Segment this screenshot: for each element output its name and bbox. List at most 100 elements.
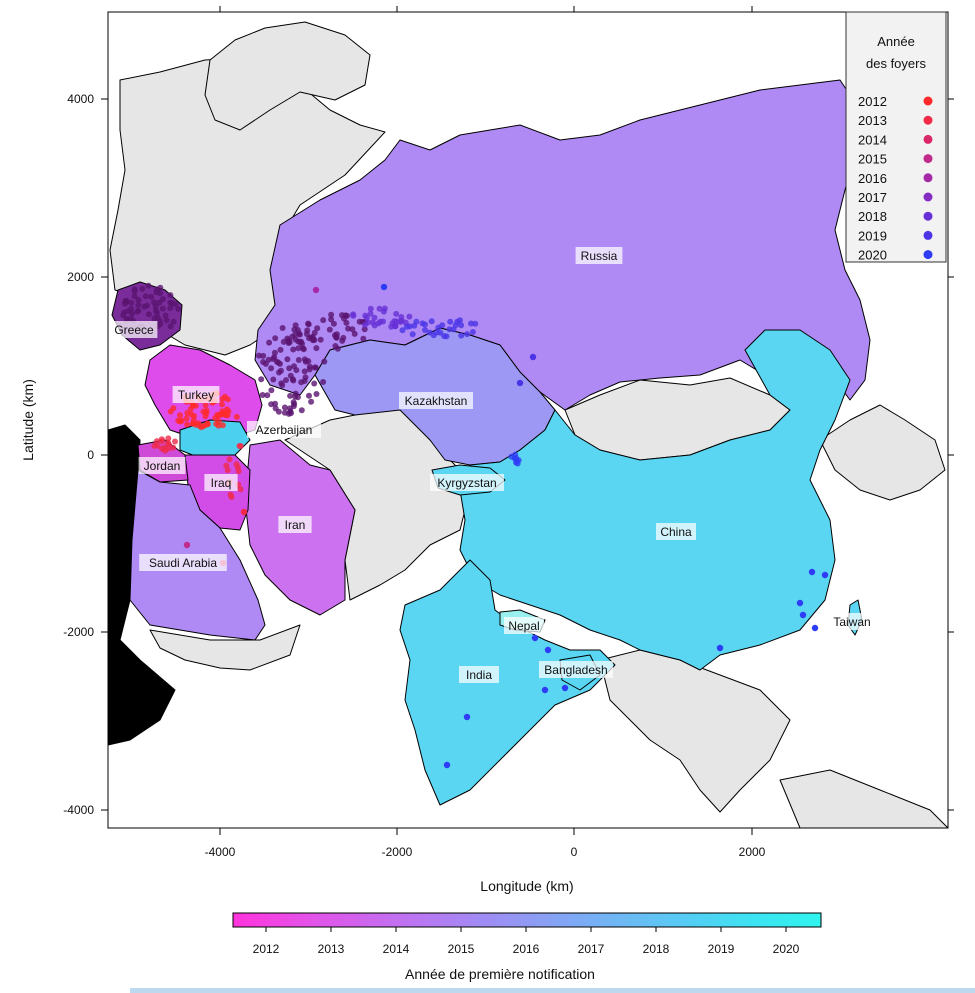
legend-entry-year: 2016 — [858, 171, 887, 186]
outbreak-point — [313, 391, 320, 397]
outbreak-point — [219, 396, 226, 403]
colorbar-tick-label: 2018 — [643, 942, 670, 956]
outbreak-point — [406, 313, 413, 320]
colorbar-title: Année de première notification — [405, 966, 595, 982]
legend-entry-year: 2018 — [858, 209, 887, 224]
country-label-taiwan: Taiwan — [833, 615, 870, 629]
outbreak-point — [367, 310, 374, 317]
outbreak-point — [287, 372, 294, 379]
outbreak-point — [300, 346, 307, 353]
y-tick-label: 0 — [87, 448, 94, 462]
outbreak-point — [167, 408, 174, 415]
colorbar-tick-label: 2016 — [513, 942, 540, 956]
outbreak-point — [295, 338, 302, 345]
outbreak-point — [159, 296, 166, 303]
y-tick-label: -4000 — [63, 803, 94, 817]
window-bottom-edge — [130, 988, 975, 993]
legend-title-line1: Année — [877, 34, 915, 49]
country-label-bg — [459, 666, 499, 683]
outbreak-point — [153, 438, 160, 445]
outbreak-point — [403, 323, 410, 330]
outbreak-point — [441, 333, 448, 340]
outbreak-point — [428, 318, 435, 325]
outbreak-point — [131, 293, 138, 300]
legend-entry-dot — [923, 211, 933, 221]
outbreak-point — [135, 297, 142, 303]
outbreak-point — [167, 292, 174, 299]
outbreak-point — [167, 323, 174, 330]
country-label-bg — [247, 421, 321, 438]
country-label-bg — [399, 392, 473, 409]
outbreak-point — [457, 317, 463, 324]
outbreak-point — [293, 367, 300, 374]
outbreak-point — [145, 282, 152, 289]
colorbar-tick-label: 2013 — [318, 942, 345, 956]
outbreak-point — [158, 436, 165, 443]
legend-entry-year: 2015 — [858, 152, 887, 167]
outbreak-point — [317, 336, 324, 343]
scandinavia-landmass — [204, 21, 371, 131]
outbreak-point — [215, 422, 222, 429]
outbreak-point — [439, 322, 446, 329]
outbreak-point — [268, 387, 275, 394]
india-region — [399, 559, 616, 806]
outbreak-point — [463, 713, 471, 721]
outbreak-point — [170, 318, 177, 325]
outbreak-point — [144, 302, 151, 309]
outbreak-point — [320, 317, 327, 324]
map-frame — [107, 11, 949, 829]
country-label-bg — [575, 247, 623, 264]
outbreak-point — [145, 311, 152, 318]
outbreak-point — [308, 398, 315, 405]
legend-entry-year: 2014 — [858, 132, 887, 147]
country-label-kazakhstan: Kazakhstan — [405, 394, 468, 408]
country-label-russia: Russia — [581, 249, 618, 263]
outbreak-point — [268, 365, 275, 372]
outbreak-point — [295, 345, 302, 352]
outbreak-point — [311, 337, 318, 343]
outbreak-point — [286, 405, 293, 412]
outbreak-point — [561, 684, 569, 692]
outbreak-point — [458, 322, 465, 329]
outbreak-point — [342, 312, 349, 319]
x-tick-label: -2000 — [382, 845, 413, 859]
outbreak-point — [142, 293, 149, 300]
legend-entry-dot — [923, 96, 933, 106]
x-tick-label: 2000 — [739, 845, 766, 859]
outbreak-point — [153, 289, 160, 296]
outbreak-point — [170, 444, 177, 451]
outbreak-point — [184, 421, 191, 428]
outbreak-point — [188, 411, 195, 418]
outbreak-point — [311, 329, 318, 336]
country-labels: Russia Kazakhstan China India Iran Turkey Gree… — [110, 247, 876, 683]
outbreak-point — [464, 331, 471, 338]
outbreak-point — [291, 326, 298, 333]
outbreak-point — [320, 379, 327, 385]
outbreak-point — [362, 321, 368, 328]
colorbar: 2012 2013 2014 2015 2016 2017 2018 2019 2020 Ann… — [232, 912, 822, 982]
outbreak-point — [333, 331, 340, 338]
outbreak-point — [301, 368, 308, 375]
outbreak-point — [270, 376, 277, 383]
colorbar-tick-labels: 2012 2013 2014 2015 2016 2017 2018 2019 2020 — [253, 927, 800, 956]
outbreak-point — [399, 327, 406, 334]
outbreak-point — [311, 364, 318, 371]
country-label-bg — [139, 554, 227, 571]
outbreak-point — [544, 646, 552, 654]
outbreak-point — [409, 331, 416, 338]
outbreak-point — [392, 323, 399, 330]
outbreak-point — [219, 410, 226, 417]
colorbar-tick-label: 2015 — [448, 942, 475, 956]
outbreak-point — [219, 422, 226, 429]
legend-entry-year: 2019 — [858, 228, 887, 243]
country-label-bg — [430, 474, 504, 491]
outbreak-point — [304, 327, 311, 334]
outbreak-point — [266, 339, 273, 346]
outbreak-point — [541, 686, 549, 694]
outbreak-point — [135, 307, 142, 314]
outbreak-point — [340, 334, 347, 341]
country-label-bg — [172, 386, 220, 403]
outbreak-point — [433, 329, 440, 336]
outbreak-point — [271, 349, 278, 356]
